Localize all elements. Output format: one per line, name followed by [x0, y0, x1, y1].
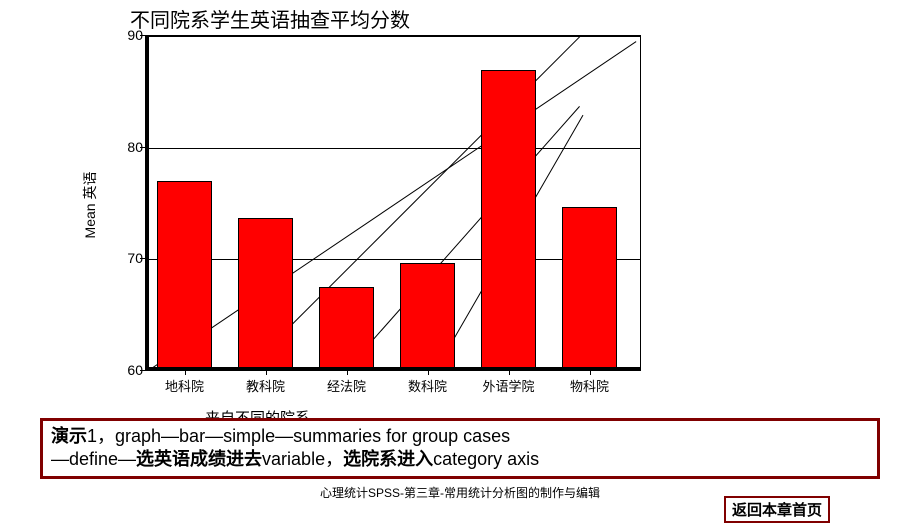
plot-area [145, 35, 641, 371]
x-axis: 地科院 教科院 经法院 数科院 外语学院 物科院 [145, 370, 640, 400]
gridline [145, 36, 640, 37]
x-tick-label: 外语学院 [482, 376, 534, 395]
chart-title: 不同院系学生英语抽查平均分数 [130, 4, 640, 33]
x-tick-mark [590, 370, 591, 375]
bar [319, 287, 374, 371]
x-tick-label: 地科院 [165, 376, 204, 395]
instr-bold-prefix: 演示 [51, 426, 87, 446]
back-button[interactable]: 返回本章首页 [724, 496, 830, 523]
bar [157, 181, 212, 371]
chart-container: 不同院系学生英语抽查平均分数 60708090 Mean 英语 地科院教科院经法… [110, 0, 640, 428]
y-axis: 60708090 [110, 35, 145, 370]
instr-bold2: 选院系进入 [343, 449, 433, 469]
x-tick-label: 教科院 [246, 376, 285, 395]
x-tick-label: 数科院 [408, 376, 447, 395]
instr-line1: 1，graph—bar—simple—summaries for group c… [87, 426, 510, 446]
bar [481, 70, 536, 372]
instructions-box: 演示1，graph—bar—simple—summaries for group… [40, 418, 880, 479]
chart-area: 60708090 Mean 英语 地科院教科院经法院数科院外语学院物科院 [110, 35, 640, 375]
y-axis-line [145, 35, 149, 370]
x-tick-label: 经法院 [327, 376, 366, 395]
y-axis-label: Mean 英语 [80, 172, 100, 239]
x-tick-mark [266, 370, 267, 375]
bar [562, 207, 617, 371]
x-tick-label: 物科院 [570, 376, 609, 395]
bar [238, 218, 293, 371]
diagonal-line [345, 106, 580, 371]
instr-mid: variable， [262, 449, 343, 469]
x-tick-mark [347, 370, 348, 375]
x-tick-mark [509, 370, 510, 375]
gridline [145, 148, 640, 149]
instr-line2-prefix: —define— [51, 449, 136, 469]
x-tick-mark [428, 370, 429, 375]
x-tick-mark [185, 370, 186, 375]
instr-bold1: 选英语成绩进去 [136, 449, 262, 469]
instr-end: category axis [433, 449, 539, 469]
bar [400, 263, 455, 371]
